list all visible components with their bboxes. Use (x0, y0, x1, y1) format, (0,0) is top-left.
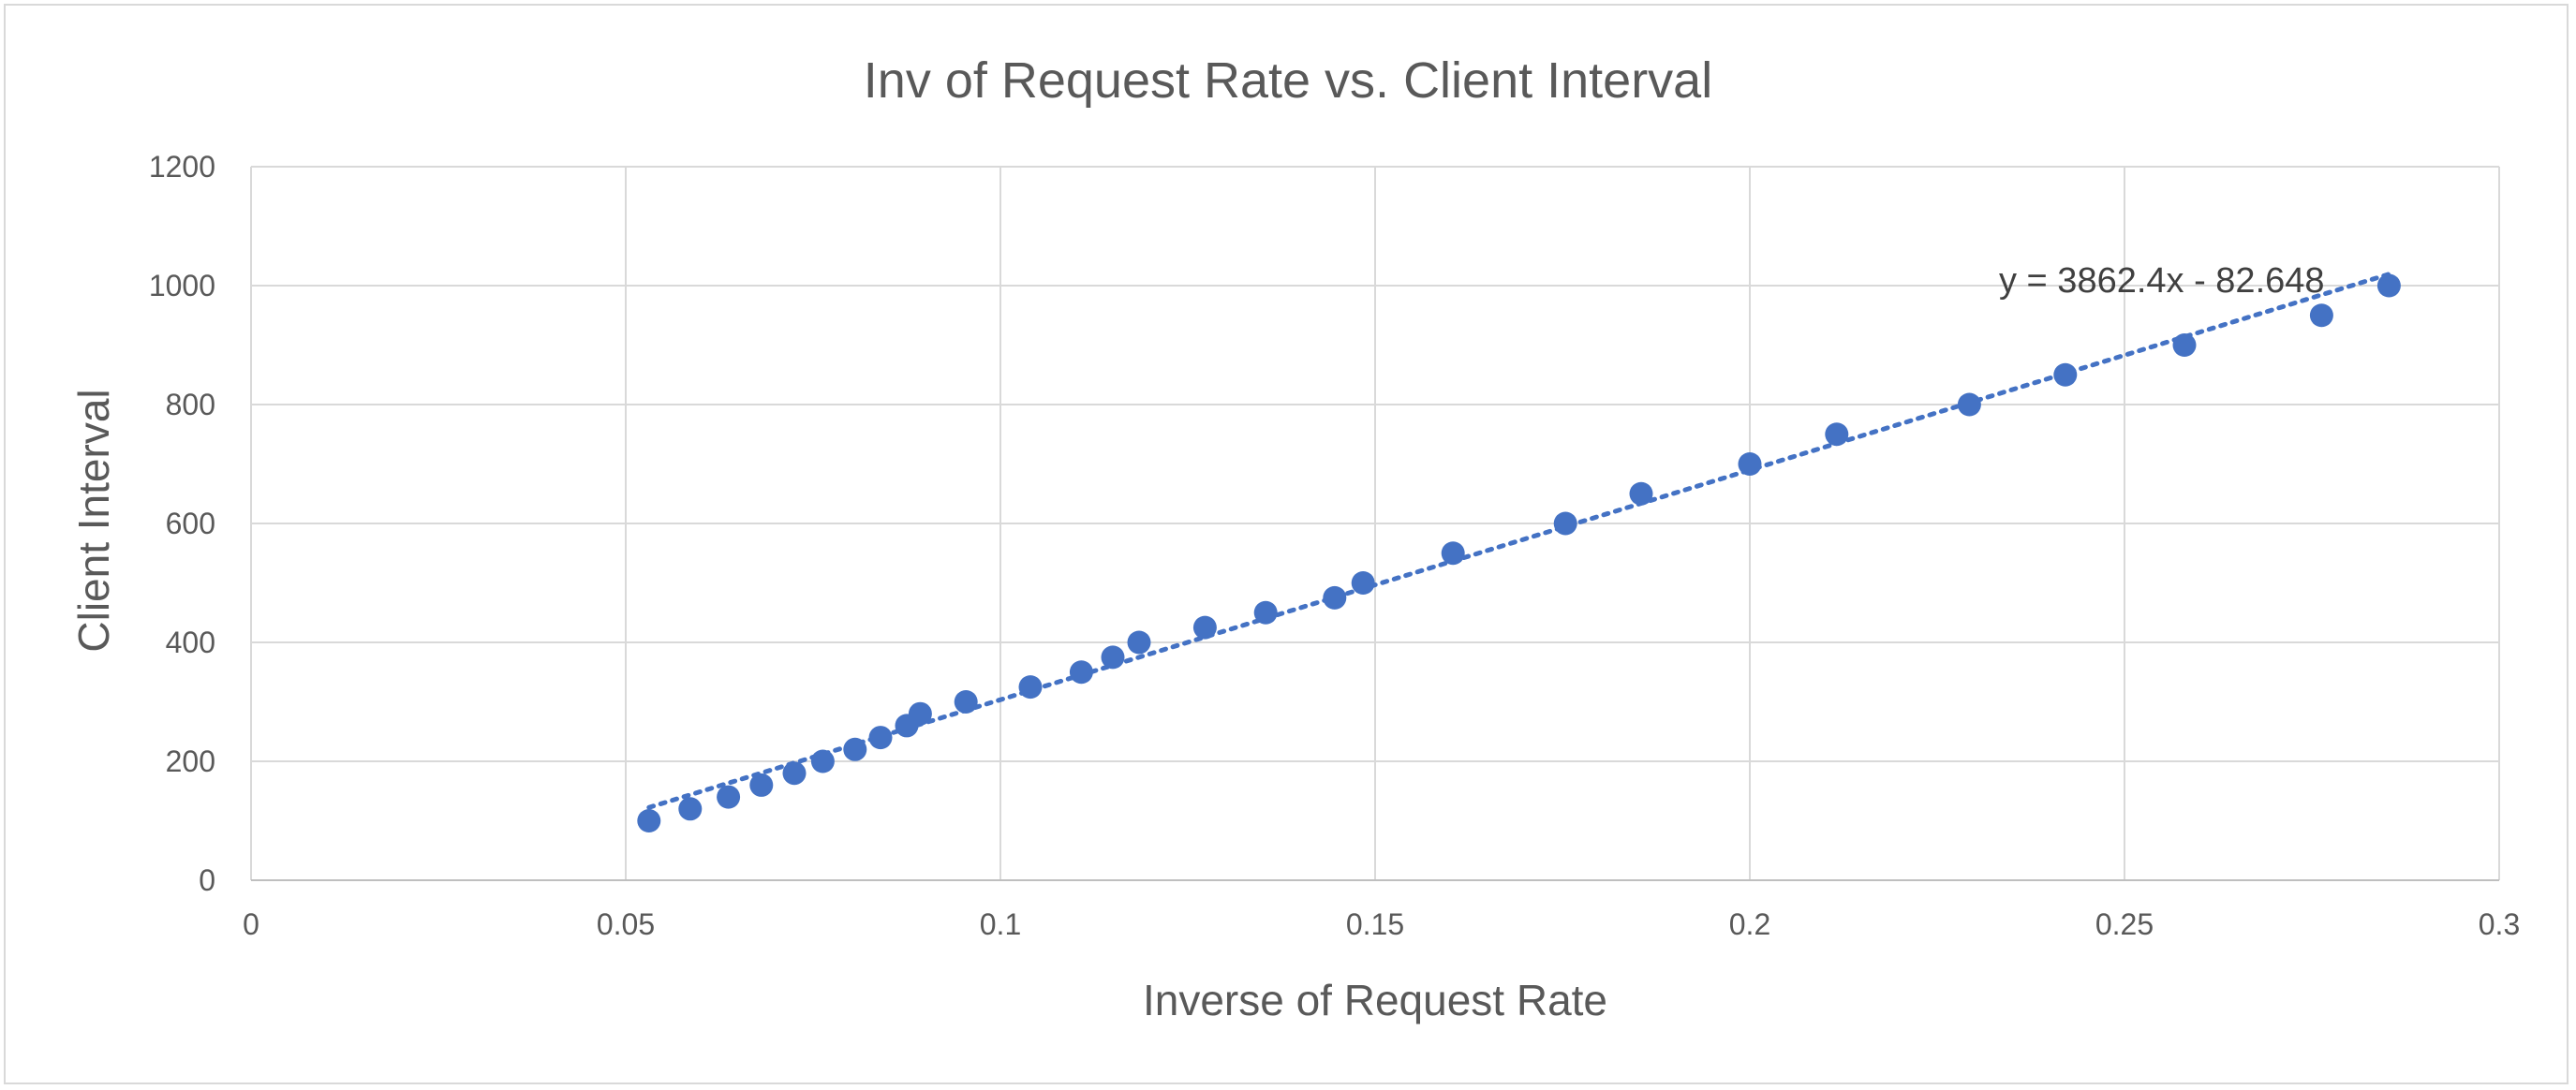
data-point (637, 809, 661, 832)
data-point (843, 737, 867, 761)
data-point (1441, 541, 1465, 566)
data-point (1253, 600, 1278, 625)
data-point (678, 797, 703, 821)
scatter-chart: Inv of Request Rate vs. Client Interval … (69, 52, 2520, 1024)
data-point (2376, 273, 2401, 298)
y-tick-label: 800 (166, 388, 215, 421)
y-tick-label: 1000 (149, 269, 215, 302)
data-point (782, 761, 807, 786)
x-tick-label: 0.3 (2479, 907, 2520, 941)
x-tick-label: 0 (243, 907, 259, 941)
data-point (1101, 645, 1125, 670)
y-tick-label: 200 (166, 744, 215, 778)
data-point (868, 726, 893, 750)
data-point (1018, 675, 1043, 700)
x-tick-label: 0.15 (1346, 907, 1404, 941)
data-point (1323, 585, 1347, 610)
data-point (810, 749, 835, 773)
chart-frame: Inv of Request Rate vs. Client Interval … (4, 4, 2569, 1084)
y-tick-label: 600 (166, 507, 215, 540)
x-tick-labels: 0 0.05 0.1 0.15 0.2 0.25 0.3 (243, 907, 2520, 941)
data-point (1825, 422, 1849, 447)
data-point (1127, 630, 1151, 655)
y-tick-label: 1200 (149, 150, 215, 184)
data-point (717, 785, 741, 809)
gridlines (250, 166, 2500, 881)
y-tick-label: 0 (199, 863, 215, 897)
x-axis-title: Inverse of Request Rate (1143, 976, 1607, 1024)
y-axis-title: Client Interval (69, 389, 118, 652)
trendline-equation: y = 3862.4x - 82.648 (1999, 261, 2325, 301)
x-tick-label: 0.05 (597, 907, 655, 941)
data-point (2172, 333, 2197, 357)
x-tick-label: 0.25 (2095, 907, 2154, 941)
y-tick-label: 400 (166, 626, 215, 659)
data-point (1738, 452, 1762, 476)
data-point (749, 773, 774, 797)
chart-title: Inv of Request Rate vs. Client Interval (864, 52, 1712, 109)
data-point (1192, 615, 1217, 640)
y-tick-labels: 0 200 400 600 800 1000 1200 (149, 150, 215, 897)
x-tick-label: 0.1 (980, 907, 1021, 941)
data-point (954, 690, 978, 714)
data-point (1553, 511, 1577, 536)
data-point (2053, 362, 2078, 387)
data-point (1069, 660, 1093, 685)
data-point (1957, 392, 1981, 417)
data-point (1351, 571, 1375, 595)
x-tick-label: 0.2 (1729, 907, 1770, 941)
data-point (2309, 303, 2333, 328)
trendline-group (646, 272, 2391, 810)
data-points (637, 273, 2401, 832)
trendline (646, 272, 2391, 810)
data-point (908, 701, 932, 726)
data-point (1629, 481, 1653, 506)
